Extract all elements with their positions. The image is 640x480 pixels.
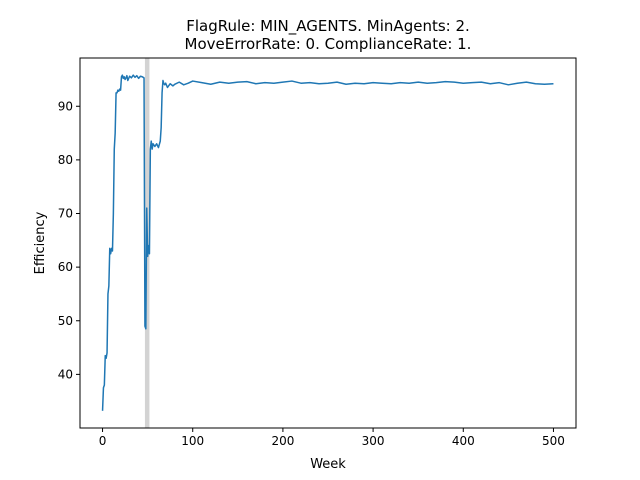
x-tick-label: 300 [362,434,385,448]
x-tick-label: 0 [99,434,107,448]
chart-title: FlagRule: MIN_AGENTS. MinAgents: 2. Move… [185,17,472,53]
y-tick-label: 70 [58,207,73,221]
x-tick-label: 500 [542,434,565,448]
efficiency-series-line [101,74,554,411]
y-tick-label: 80 [58,153,73,167]
x-axis-label: Week [310,457,346,472]
x-tick-label: 400 [452,434,475,448]
y-tick-label: 50 [58,314,73,328]
plot-line-group [101,74,554,411]
y-axis-ticks: 40 50 60 70 80 90 [58,99,80,381]
x-axis-ticks: 0 100 200 300 400 500 [99,428,565,448]
chart-title-line-2: MoveErrorRate: 0. ComplianceRate: 1. [185,35,472,53]
x-tick-label: 200 [271,434,294,448]
chart-title-line-1: FlagRule: MIN_AGENTS. MinAgents: 2. [186,17,470,36]
x-tick-label: 100 [181,434,204,448]
y-tick-label: 40 [58,367,73,381]
plot-frame [79,57,577,429]
y-axis-label: Efficiency [33,211,48,274]
y-tick-label: 90 [58,99,73,113]
y-tick-label: 60 [58,260,73,274]
